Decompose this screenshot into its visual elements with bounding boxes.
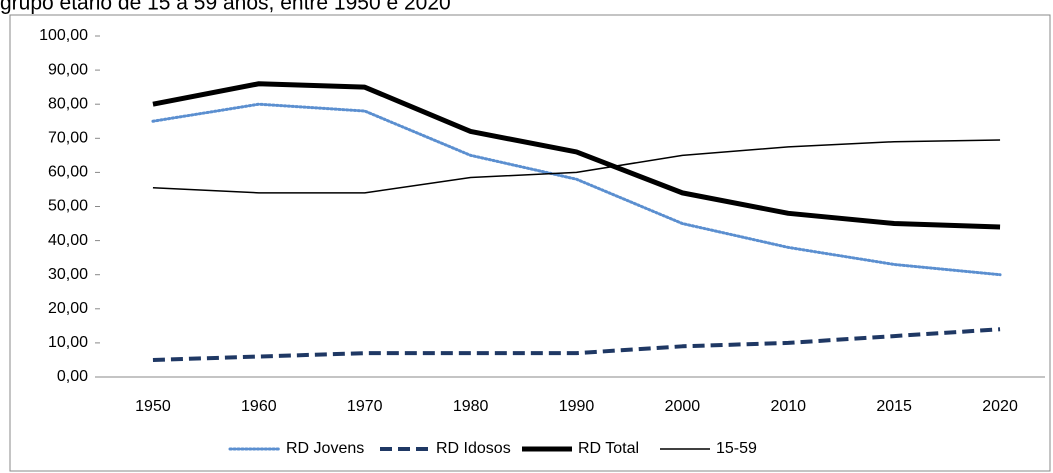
chart-title: grupo etário de 15 a 59 anos, entre 1950… bbox=[0, 0, 451, 15]
series-line bbox=[152, 81, 1001, 230]
series-line bbox=[151, 102, 1002, 277]
y-tick-label: 30,00 bbox=[48, 266, 88, 283]
x-tick-label: 1950 bbox=[135, 398, 171, 415]
x-tick-label: 2010 bbox=[770, 398, 806, 415]
x-tick-label: 1990 bbox=[559, 398, 595, 415]
y-tick-label: 40,00 bbox=[48, 232, 88, 249]
x-tick-label: 1960 bbox=[241, 398, 277, 415]
y-tick-label: 20,00 bbox=[48, 300, 88, 317]
x-tick-label: 2015 bbox=[876, 398, 912, 415]
x-tick-label: 2000 bbox=[665, 398, 701, 415]
y-tick-label: 70,00 bbox=[48, 130, 88, 147]
legend-label: RD Jovens bbox=[286, 440, 364, 457]
y-tick-label: 0,00 bbox=[57, 368, 88, 385]
y-tick-label: 10,00 bbox=[48, 334, 88, 351]
y-tick-label: 100,00 bbox=[39, 27, 88, 44]
series-line bbox=[152, 327, 1001, 362]
legend-label: 15-59 bbox=[716, 440, 757, 457]
y-tick-label: 80,00 bbox=[48, 95, 88, 112]
y-tick-label: 60,00 bbox=[48, 164, 88, 181]
x-tick-label: 2020 bbox=[982, 398, 1018, 415]
y-tick-label: 50,00 bbox=[48, 198, 88, 215]
legend-label: RD Idosos bbox=[436, 440, 511, 457]
series-line bbox=[152, 139, 1001, 194]
y-tick-label: 90,00 bbox=[48, 61, 88, 78]
x-tick-label: 1970 bbox=[347, 398, 383, 415]
legend-label: RD Total bbox=[578, 440, 639, 457]
chart-frame bbox=[9, 14, 1051, 472]
x-tick-label: 1980 bbox=[453, 398, 489, 415]
